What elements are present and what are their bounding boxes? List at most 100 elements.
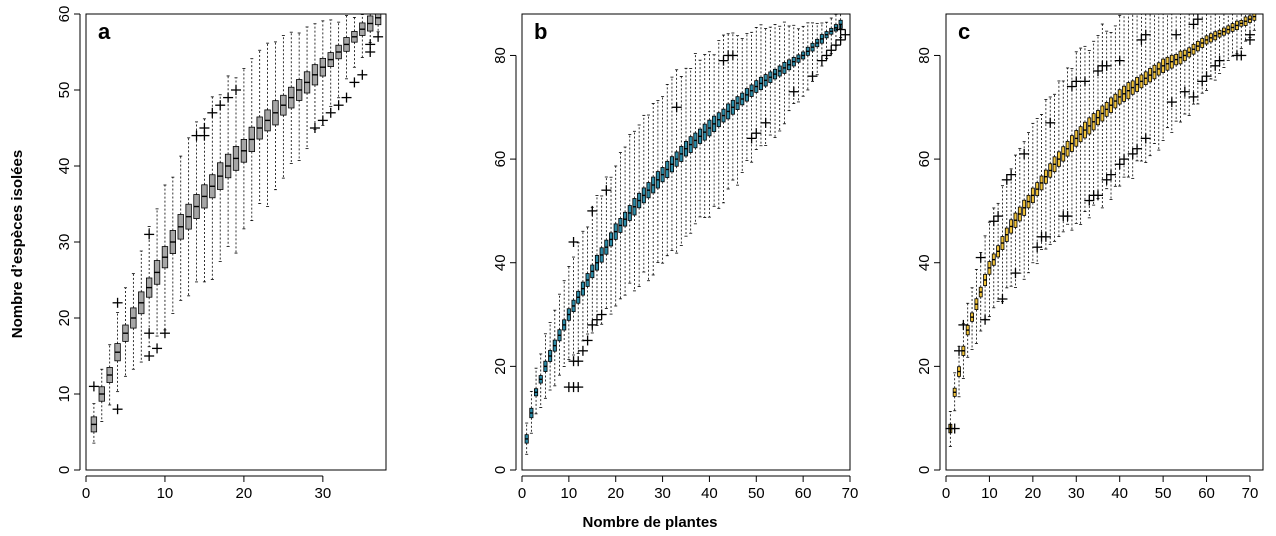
y-tick-label: 50 bbox=[56, 82, 73, 99]
boxplot-box bbox=[707, 51, 712, 218]
outlier-point bbox=[1040, 231, 1051, 242]
boxplot-box bbox=[1017, 147, 1022, 274]
boxplot-box bbox=[970, 287, 974, 350]
y-tick-label: 40 bbox=[492, 254, 509, 271]
outlier-point bbox=[365, 39, 376, 50]
box bbox=[374, 13, 382, 26]
x-tick-label: 20 bbox=[1025, 485, 1042, 502]
boxplot-box bbox=[655, 99, 660, 263]
x-tick-label: 0 bbox=[82, 485, 90, 502]
boxplot-box bbox=[185, 137, 192, 297]
outlier-point bbox=[1062, 211, 1073, 222]
boxplot-box bbox=[599, 195, 604, 325]
boxplot-box bbox=[1204, 13, 1209, 91]
outlier-point bbox=[671, 102, 682, 113]
y-tick-label: 20 bbox=[492, 358, 509, 375]
outlier-point bbox=[568, 237, 579, 247]
panel-letter: b bbox=[534, 19, 547, 44]
outlier-point bbox=[1201, 71, 1212, 82]
boxplot-box bbox=[669, 76, 674, 251]
outlier-point bbox=[1045, 117, 1056, 128]
plot-frame bbox=[945, 13, 1264, 471]
boxplot-box bbox=[1148, 13, 1153, 157]
outlier-point bbox=[835, 34, 846, 45]
outlier-point bbox=[993, 211, 1004, 222]
boxplot-box bbox=[543, 333, 548, 399]
boxplot-box bbox=[679, 76, 684, 246]
y-tick-label: 60 bbox=[492, 151, 509, 168]
boxplot-box bbox=[744, 33, 749, 161]
outlier-point bbox=[1132, 143, 1143, 154]
boxplot-box bbox=[566, 266, 571, 360]
x-tick-label: 20 bbox=[236, 485, 253, 502]
boxplot-box bbox=[264, 42, 271, 207]
outlier-point bbox=[1188, 19, 1199, 30]
outlier-point bbox=[144, 351, 155, 361]
outlier-point bbox=[231, 85, 241, 95]
boxplot-box bbox=[758, 24, 764, 147]
boxplot-box bbox=[1135, 13, 1139, 162]
boxplot-box bbox=[1195, 13, 1200, 105]
outlier-point bbox=[1236, 50, 1247, 61]
outlier-point bbox=[1188, 91, 1199, 102]
boxplot-box bbox=[594, 195, 600, 326]
boxplot-box bbox=[1096, 35, 1100, 200]
x-tick-label: 0 bbox=[518, 485, 526, 502]
boxplot-box bbox=[1169, 13, 1174, 133]
outlier-point bbox=[573, 356, 584, 367]
boxplot-box bbox=[1226, 13, 1231, 61]
outlier-point bbox=[199, 130, 210, 141]
outlier-point bbox=[830, 40, 841, 51]
boxplot-box bbox=[1221, 13, 1226, 68]
outlier-point bbox=[1210, 60, 1221, 71]
outlier-point bbox=[223, 92, 234, 103]
boxplot-box bbox=[632, 130, 637, 292]
boxplot-box bbox=[562, 280, 567, 367]
outlier-point bbox=[112, 297, 123, 308]
outlier-point bbox=[349, 77, 360, 88]
boxplot-box bbox=[524, 422, 529, 455]
outlier-point bbox=[1101, 174, 1112, 185]
y-tick-label: 40 bbox=[916, 254, 933, 271]
outlier-point bbox=[1171, 29, 1182, 40]
boxplot-box bbox=[374, 13, 382, 33]
x-tick-label: 10 bbox=[981, 485, 998, 502]
boxplot-box bbox=[90, 403, 98, 444]
outlier-point bbox=[591, 314, 602, 325]
x-tick-label: 70 bbox=[1242, 485, 1259, 502]
outlier-point bbox=[1119, 154, 1130, 165]
outlier-point bbox=[1114, 55, 1125, 66]
outlier-point bbox=[997, 294, 1008, 304]
boxplot-box bbox=[1056, 80, 1061, 237]
outlier-point bbox=[1197, 76, 1208, 87]
boxplot-box bbox=[735, 35, 740, 186]
x-tick-label: 0 bbox=[942, 485, 950, 502]
boxplot-box bbox=[217, 94, 224, 262]
outlier-point bbox=[1092, 66, 1103, 76]
outlier-point bbox=[573, 382, 584, 393]
outlier-point bbox=[601, 185, 612, 196]
outlier-point bbox=[1071, 76, 1082, 87]
boxplot-box bbox=[272, 41, 279, 191]
boxplot-box bbox=[153, 208, 161, 337]
boxplot-box bbox=[815, 22, 820, 76]
outlier-point bbox=[1106, 169, 1117, 180]
boxplot-box bbox=[1104, 30, 1109, 190]
boxplot-box bbox=[777, 25, 782, 132]
x-tick-label: 60 bbox=[1198, 485, 1215, 502]
boxplot-box bbox=[1048, 96, 1053, 245]
outlier-point bbox=[144, 229, 155, 240]
boxplot-box bbox=[319, 20, 327, 126]
outlier-point bbox=[1214, 55, 1225, 66]
boxplot-box bbox=[665, 83, 670, 257]
boxplot-box bbox=[1022, 141, 1027, 280]
boxplot-box bbox=[1213, 13, 1218, 81]
boxplot-box bbox=[280, 35, 287, 179]
boxplot-box bbox=[1182, 13, 1187, 115]
boxplot-box bbox=[343, 15, 350, 80]
outlier-point bbox=[373, 31, 384, 42]
boxplot-box bbox=[1070, 68, 1074, 231]
outlier-point bbox=[144, 328, 155, 339]
boxplot-box bbox=[1013, 154, 1018, 288]
boxplot-box bbox=[538, 353, 543, 408]
